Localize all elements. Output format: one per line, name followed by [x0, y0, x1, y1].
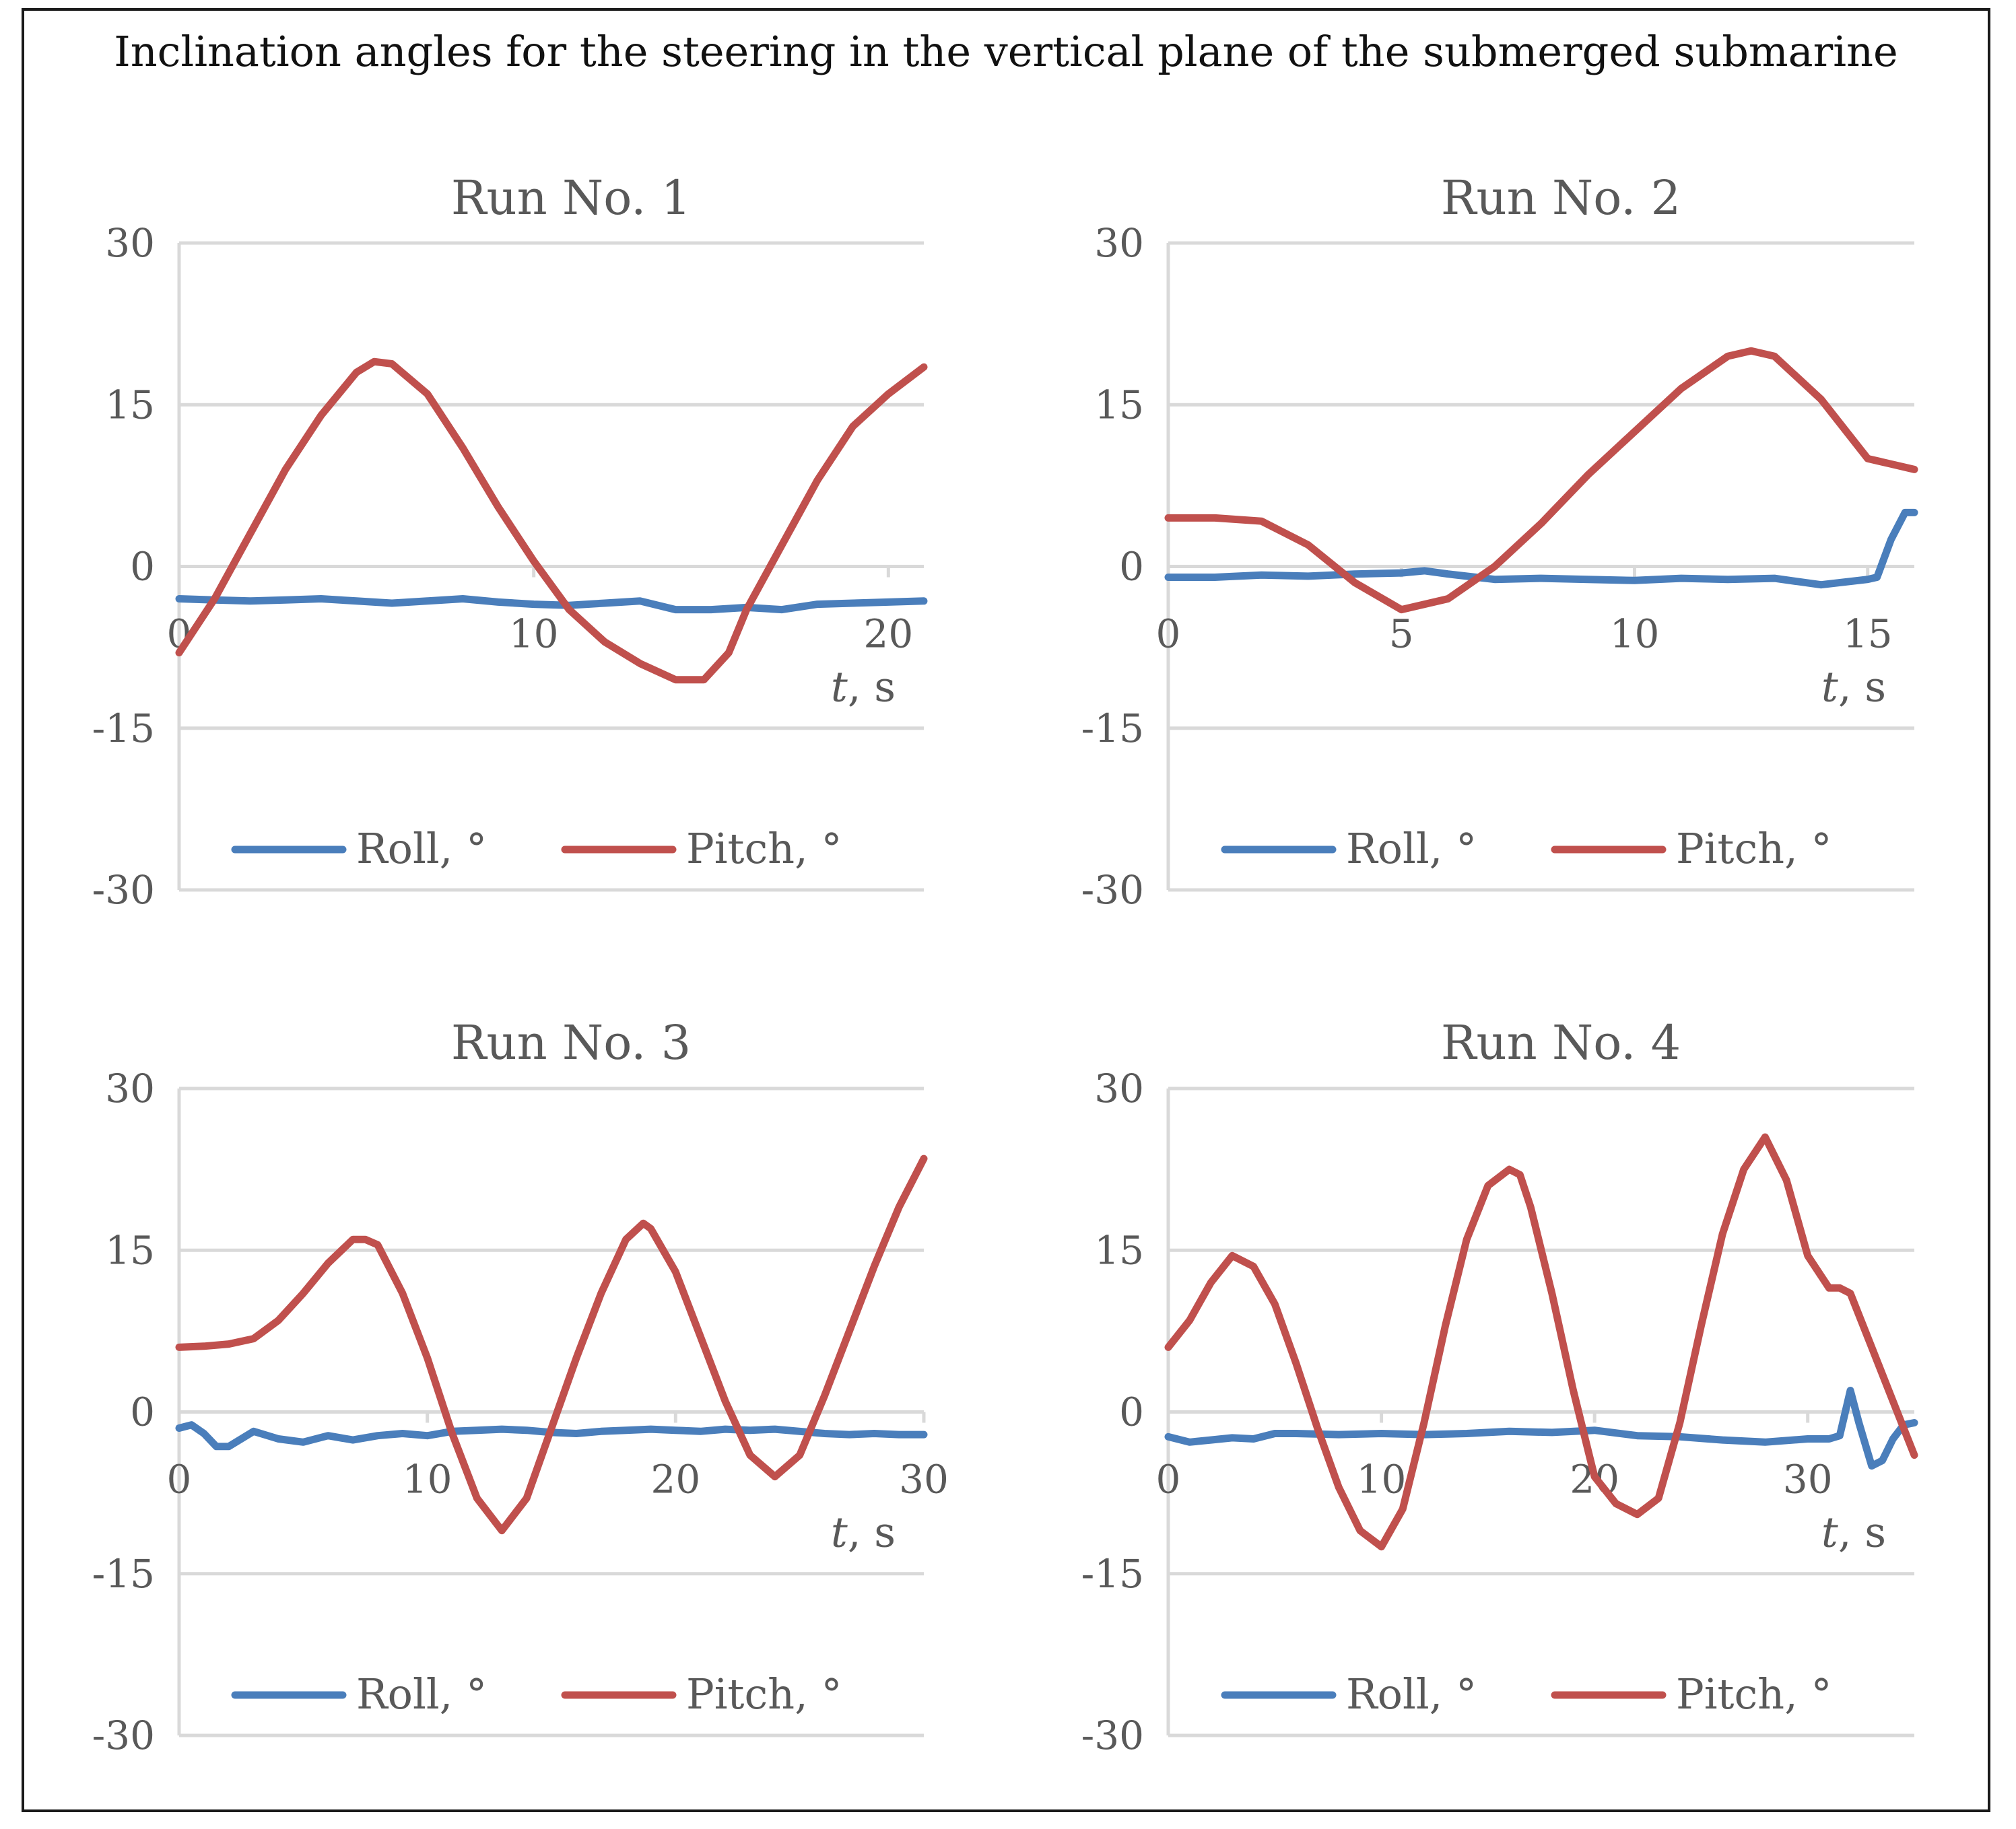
y-tick-label: 0 [1119, 544, 1144, 590]
x-tick-label: 0 [1156, 611, 1181, 657]
legend-roll-label: Roll, ° [1346, 1669, 1477, 1719]
x-tick-label: 15 [1843, 611, 1893, 657]
x-axis-label-variable: t [831, 1508, 848, 1557]
x-tick-label: 30 [1783, 1457, 1833, 1503]
pitch-series-line [175, 1154, 928, 1535]
y-tick-label: -15 [1081, 1551, 1144, 1597]
x-axis-label-variable: t [831, 662, 848, 712]
roll-series-line [1164, 508, 1918, 589]
legend-roll-label: Roll, ° [356, 1669, 487, 1719]
y-tick-label: -15 [92, 705, 155, 751]
y-tick-label: 0 [130, 544, 155, 590]
y-tick-label: 15 [1094, 382, 1144, 427]
y-tick-label: -30 [92, 1713, 155, 1758]
x-tick-label: 20 [863, 611, 913, 657]
y-tick-label: 15 [1094, 1227, 1144, 1273]
x-axis-label: t, s [831, 662, 896, 712]
y-tick-label: 15 [105, 382, 155, 427]
panel-title: Run No. 2 [1441, 170, 1681, 226]
y-tick-label: 30 [105, 1066, 155, 1111]
legend-pitch-label: Pitch, ° [1676, 824, 1832, 873]
legend-pitch-label: Pitch, ° [686, 824, 842, 873]
x-axis-label-unit: , s [1838, 662, 1886, 712]
x-tick-label: 10 [509, 611, 559, 657]
x-axis-label-variable: t [1821, 1508, 1838, 1557]
roll-series-line [1164, 1387, 1918, 1470]
x-axis-label-variable: t [1821, 662, 1838, 712]
x-tick-label: 5 [1389, 611, 1414, 657]
roll-series-line [175, 595, 928, 614]
y-tick-label: -30 [92, 867, 155, 913]
figure-border [22, 8, 1990, 1812]
roll-series-line [175, 1421, 928, 1451]
x-axis-label-unit: , s [848, 662, 896, 712]
x-axis-label: t, s [1821, 1508, 1886, 1557]
y-tick-label: 0 [1119, 1389, 1144, 1435]
legend-pitch-label: Pitch, ° [1676, 1669, 1832, 1719]
figure-title: Inclination angles for the steering in t… [114, 27, 1898, 76]
y-tick-label: 30 [105, 220, 155, 266]
y-tick-label: 30 [1094, 1066, 1144, 1111]
x-axis-label-unit: , s [1838, 1508, 1886, 1557]
x-tick-label: 0 [167, 1457, 192, 1503]
legend-roll-label: Roll, ° [1346, 824, 1477, 873]
x-tick-label: 30 [899, 1457, 949, 1503]
y-tick-label: -15 [92, 1551, 155, 1597]
pitch-series-line [175, 357, 928, 684]
x-axis-label: t, s [1821, 662, 1886, 712]
y-tick-label: 0 [130, 1389, 155, 1435]
panel-title: Run No. 4 [1441, 1015, 1681, 1070]
x-tick-label: 10 [1610, 611, 1660, 657]
legend-roll-label: Roll, ° [356, 824, 487, 873]
panel-title: Run No. 1 [451, 170, 691, 226]
x-axis-label-unit: , s [848, 1508, 896, 1557]
x-tick-label: 20 [650, 1457, 700, 1503]
y-tick-label: 30 [1094, 220, 1144, 266]
legend-pitch-label: Pitch, ° [686, 1669, 842, 1719]
y-tick-label: 15 [105, 1227, 155, 1273]
x-axis-label: t, s [831, 1508, 896, 1557]
y-tick-label: -30 [1081, 1713, 1144, 1758]
pitch-series-line [1164, 1133, 1918, 1551]
panel-title: Run No. 3 [451, 1015, 691, 1070]
y-tick-label: -15 [1081, 705, 1144, 751]
y-tick-label: -30 [1081, 867, 1144, 913]
pitch-series-line [1164, 347, 1918, 614]
x-tick-label: 10 [403, 1457, 452, 1503]
x-tick-label: 0 [1156, 1457, 1181, 1503]
x-tick-label: 10 [1357, 1457, 1407, 1503]
